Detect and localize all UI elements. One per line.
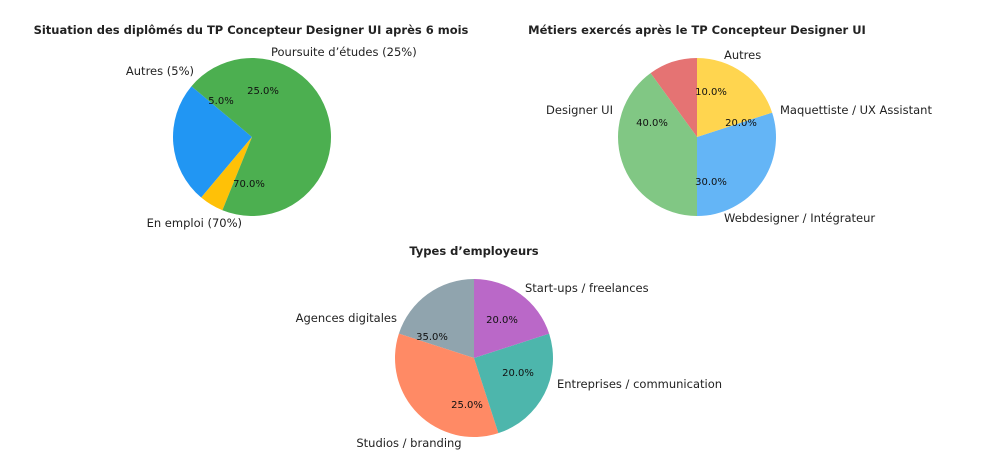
slice-label-entreprises: Entreprises / communication: [557, 377, 722, 391]
slice-percent-studios: 25.0%: [451, 400, 483, 411]
chart-title: Métiers exercés après le TP Concepteur D…: [528, 23, 866, 37]
slice-label-studios: Studios / branding: [356, 436, 461, 450]
pie-slices: [395, 279, 554, 437]
slice-percent-autres: 5.0%: [208, 96, 233, 107]
slice-label-autres: Autres: [724, 48, 761, 62]
pie-chart-jobs: Métiers exercés après le TP Concepteur D…: [528, 23, 932, 225]
pie-slices: [172, 58, 331, 216]
pie-slice-designer-ui: [618, 73, 697, 217]
slice-percent-autres: 10.0%: [695, 87, 727, 98]
slice-percent-en-emploi: 70.0%: [233, 179, 265, 190]
slice-label-startups: Start-ups / freelances: [525, 281, 649, 295]
slice-label-poursuite: Poursuite d’études (25%): [271, 45, 417, 59]
slice-percent-webdesigner: 30.0%: [695, 177, 727, 188]
pie-chart-employers: Types d’employeurs Start-ups / freelance…: [296, 244, 722, 450]
slice-percent-maquettiste: 20.0%: [725, 118, 757, 129]
slice-label-agences: Agences digitales: [296, 311, 397, 325]
slice-percent-entreprises: 20.0%: [502, 368, 534, 379]
chart-title: Types d’employeurs: [409, 244, 538, 258]
slice-label-maquettiste: Maquettiste / UX Assistant: [780, 103, 932, 117]
slice-label-autres: Autres (5%): [126, 64, 194, 78]
chart-title: Situation des diplômés du TP Concepteur …: [34, 23, 469, 37]
slice-percent-agences: 35.0%: [416, 332, 448, 343]
slice-label-en-emploi: En emploi (70%): [147, 216, 242, 230]
slice-label-webdesigner: Webdesigner / Intégrateur: [724, 211, 875, 225]
pie-slice-maquettiste-ux-assistant: [697, 58, 773, 137]
pie-slice-studios-branding: [474, 333, 554, 434]
pie-slice-autres-5: [201, 137, 252, 211]
pie-slice-webdesigner-integrateur: [697, 112, 776, 216]
pie-slice-autres: [650, 58, 697, 137]
pie-slice-agences-digitales: [395, 333, 499, 437]
pie-slice-start-ups-freelances: [398, 279, 474, 358]
slice-label-designer-ui: Designer UI: [546, 103, 613, 117]
slice-percent-designer-ui: 40.0%: [636, 118, 668, 129]
pie-slices: [618, 58, 776, 217]
pie-slice-entreprises-communication: [474, 279, 550, 358]
pie-slice-poursuite-d-etudes-25: [172, 86, 252, 198]
slice-percent-poursuite: 25.0%: [247, 86, 279, 97]
pie-slice-en-emploi-70: [191, 58, 331, 216]
pie-chart-graduate-status: Situation des diplômés du TP Concepteur …: [34, 23, 469, 230]
slice-percent-startups: 20.0%: [486, 315, 518, 326]
